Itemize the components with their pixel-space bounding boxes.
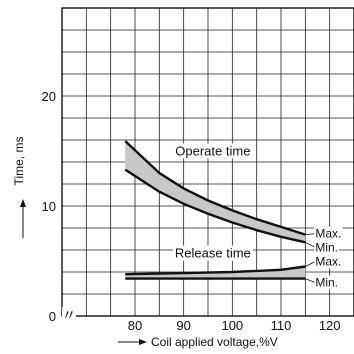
- series-line-release-time-max: [125, 265, 306, 276]
- y-axis-arrow-head: [20, 199, 26, 207]
- grid: [61, 7, 354, 317]
- x-tick-label: 90: [176, 318, 190, 333]
- annotation-background: [172, 245, 253, 261]
- series-label-background: [314, 240, 340, 255]
- x-tick-label: 80: [128, 318, 142, 333]
- x-tick-label: 100: [221, 318, 243, 333]
- x-tick-label: 110: [271, 318, 292, 333]
- series-end-label: Max.: [315, 255, 341, 269]
- series-label-leader: [305, 278, 316, 283]
- x-tick-label: 120: [319, 318, 341, 333]
- x-axis-label: Coil applied voltage,%V: [151, 335, 278, 349]
- series-line-operate-time-min: [124, 168, 306, 244]
- series-label-background: [314, 226, 343, 241]
- y-tick-label: 0: [49, 309, 56, 324]
- annotation-label: Operate time: [175, 143, 250, 158]
- series-label-leader: [305, 261, 316, 267]
- series-label-background: [314, 275, 340, 290]
- series-end-label: Max.: [315, 227, 341, 241]
- annotations: Operate time Release time: [172, 143, 253, 261]
- y-tick-label: 20: [42, 89, 56, 104]
- y-axis-label: Time, ms: [12, 137, 26, 186]
- series-line-operate-time-max: [124, 140, 306, 236]
- axis-break-background: [62, 307, 76, 323]
- annotation-label: Release time: [175, 246, 251, 261]
- plot-frame: [61, 7, 354, 317]
- series-label-leader: [305, 241, 316, 248]
- series-labels: Max.Min.Max.Min.: [305, 226, 343, 290]
- x-axis-arrow-head: [139, 339, 147, 345]
- annotation-background: [173, 143, 253, 159]
- series-label-leader: [305, 233, 316, 235]
- series-end-label: Min.: [315, 276, 338, 290]
- axis-break-mark: 〃: [62, 307, 76, 323]
- y-tick-label: 10: [42, 199, 56, 214]
- series-label-background: [314, 254, 343, 269]
- tick-labels: 80 90 100 110 120 0 10 20: [42, 89, 341, 333]
- series-lines: [124, 140, 306, 280]
- series-end-label: Min.: [315, 240, 338, 254]
